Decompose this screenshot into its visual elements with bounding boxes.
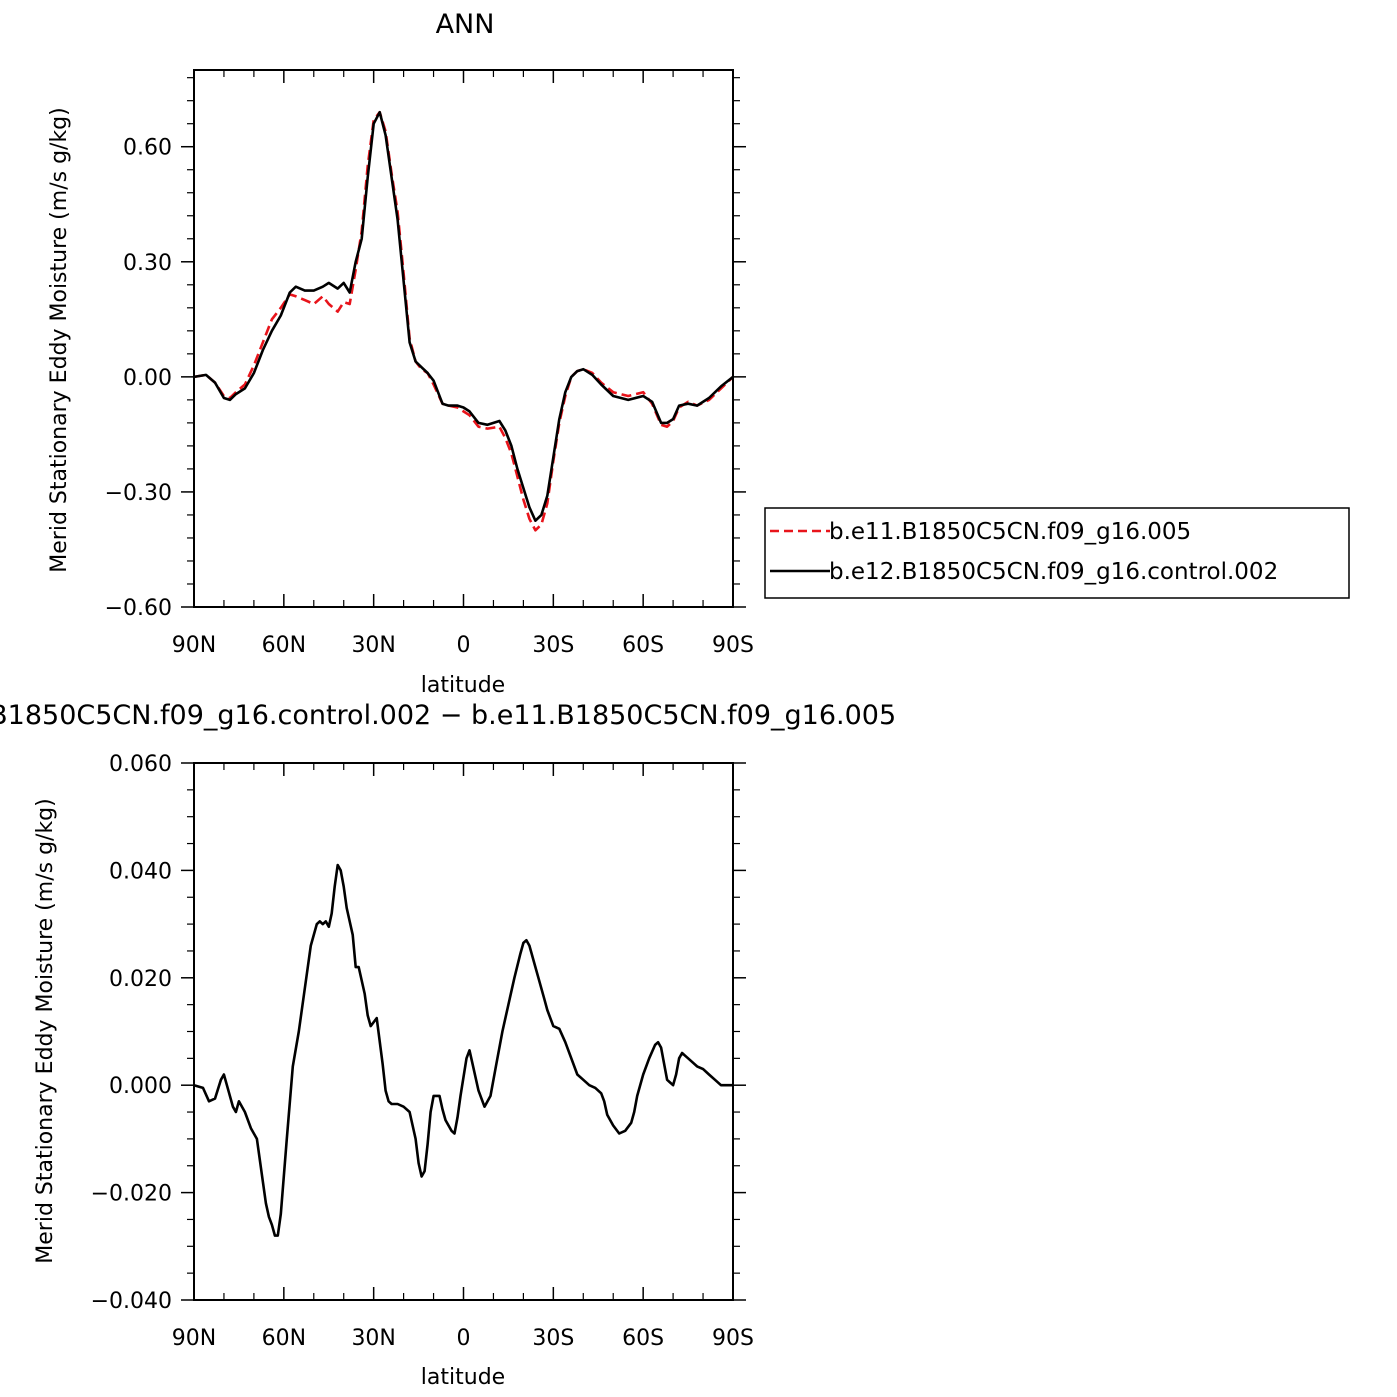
y-tick-label: 0.060	[109, 752, 172, 777]
y-tick-label: −0.30	[105, 481, 172, 506]
x-axis-title: latitude	[421, 1365, 505, 1390]
x-tick-label: 60N	[262, 633, 306, 658]
x-tick-label: 30N	[351, 633, 395, 658]
x-tick-label: 60S	[622, 1326, 664, 1351]
plot-frame	[193, 69, 734, 608]
x-tick-label: 60S	[622, 633, 664, 658]
y-tick-label: −0.020	[91, 1182, 172, 1207]
tick-labels: 90N 60N 30N 0 30S 60S 90S −0.040 −0.020 0.000 0.02…	[91, 752, 754, 1351]
y-tick-label: 0.60	[123, 136, 172, 161]
y-axis-title: Merid Stationary Eddy Moisture (m/s g/kg…	[33, 798, 58, 1263]
y-tick-label: 0.020	[109, 967, 172, 992]
legend-box	[764, 507, 1350, 599]
x-tick-label: 90N	[172, 633, 216, 658]
x-tick-label: 60N	[262, 1326, 306, 1351]
series-line	[193, 110, 734, 532]
x-tick-label: 30S	[532, 633, 574, 658]
y-tick-label: 0.00	[123, 366, 172, 391]
y-tick-label: −0.60	[105, 596, 172, 621]
series-line	[193, 863, 733, 1237]
x-tick-label: 90N	[172, 1326, 216, 1351]
x-tick-label: 0	[457, 1326, 471, 1351]
x-tick-label: 90S	[712, 633, 754, 658]
legend-label: b.e11.B1850C5CN.f09_g16.005	[829, 519, 1191, 545]
plot-frame	[193, 762, 734, 1301]
x-tick-label: 90S	[712, 1326, 754, 1351]
y-tick-label: 0.000	[109, 1074, 172, 1099]
y-tick-label: 0.30	[123, 251, 172, 276]
series-layer	[193, 863, 733, 1237]
x-tick-label: 30N	[351, 1326, 395, 1351]
series-line	[193, 110, 734, 523]
legend: b.e11.B1850C5CN.f09_g16.005 b.e12.B1850C…	[764, 507, 1350, 599]
tick-labels: 90N 60N 30N 0 30S 60S 90S −0.60 −0.30 0.00 0.30 0.6…	[105, 136, 754, 658]
x-tick-label: 30S	[532, 1326, 574, 1351]
y-tick-label: −0.040	[91, 1289, 172, 1314]
x-tick-label: 0	[457, 633, 471, 658]
legend-label: b.e12.B1850C5CN.f09_g16.control.002	[829, 559, 1278, 585]
axis-ticks	[181, 762, 746, 1301]
axis-ticks	[181, 70, 746, 608]
x-axis-title: latitude	[421, 673, 505, 698]
chart-title: ANN	[436, 9, 495, 40]
y-tick-label: 0.040	[109, 859, 172, 884]
y-axis-title: Merid Stationary Eddy Moisture (m/s g/kg…	[47, 107, 72, 572]
series-layer	[193, 110, 734, 532]
chart-panel-top: ANN Merid Stationary Eddy Moisture (m/s …	[47, 9, 754, 698]
chart-panel-bottom: b.e12.B1850C5CN.f09_g16.control.002 − b.…	[0, 700, 896, 1390]
chart-title: b.e12.B1850C5CN.f09_g16.control.002 − b.…	[0, 700, 896, 731]
